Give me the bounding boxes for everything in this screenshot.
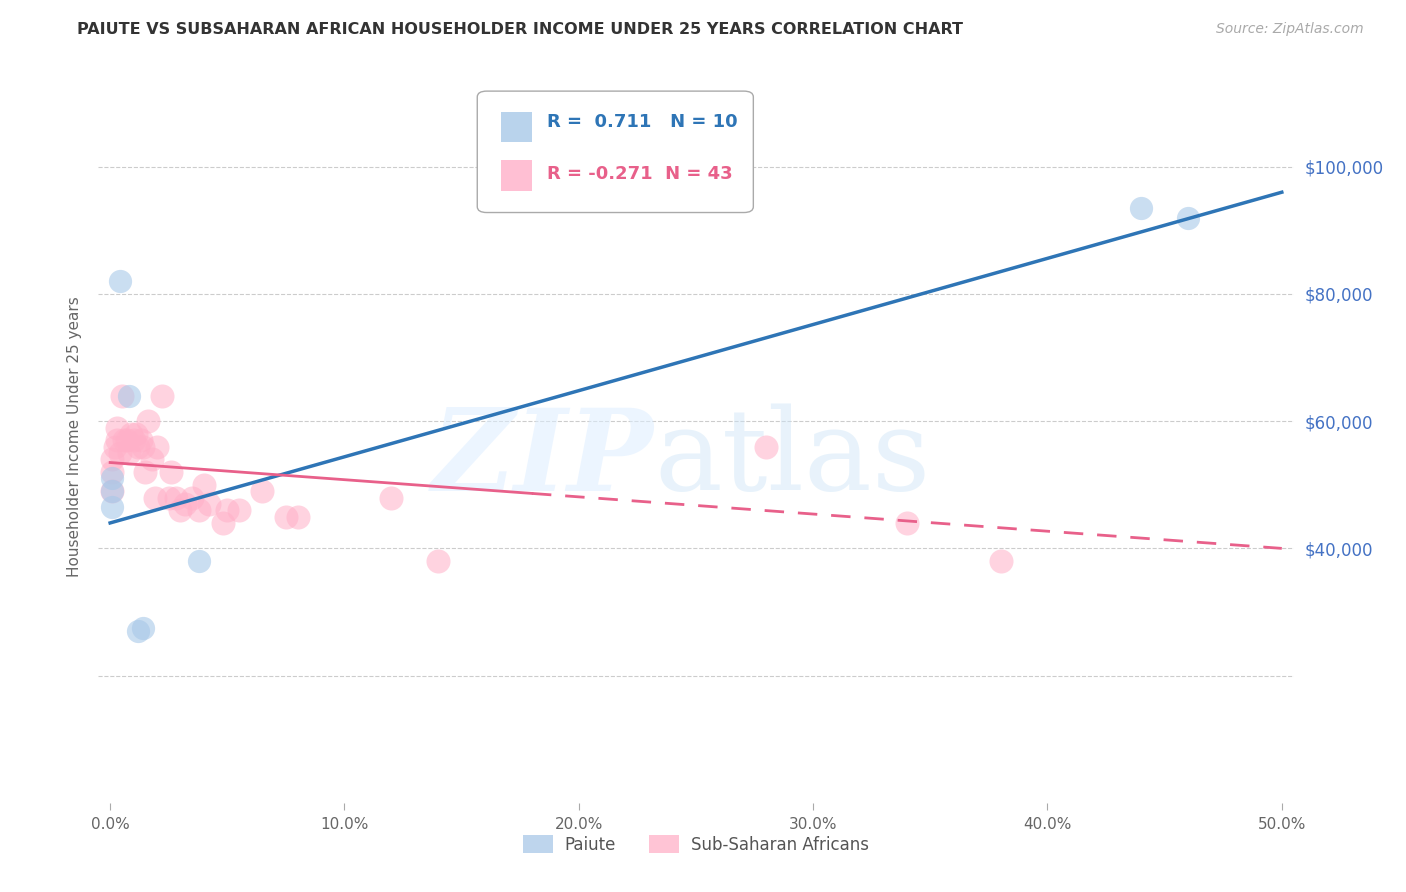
Point xyxy=(181,491,204,505)
Text: PAIUTE VS SUBSAHARAN AFRICAN HOUSEHOLDER INCOME UNDER 25 YEARS CORRELATION CHART: PAIUTE VS SUBSAHARAN AFRICAN HOUSEHOLDER… xyxy=(77,22,963,37)
Bar xyxy=(501,160,533,191)
Point xyxy=(755,440,778,454)
Point xyxy=(101,484,124,499)
Point xyxy=(132,621,155,635)
Point xyxy=(193,477,215,491)
Point xyxy=(1130,201,1153,215)
Point xyxy=(136,414,159,428)
Point xyxy=(101,471,124,485)
Point xyxy=(101,484,124,499)
FancyBboxPatch shape xyxy=(477,91,754,212)
Point xyxy=(118,389,141,403)
Point xyxy=(112,434,135,448)
Point xyxy=(990,554,1012,568)
Point xyxy=(127,624,149,638)
Point xyxy=(111,389,134,403)
Point xyxy=(141,452,163,467)
Point xyxy=(896,516,918,530)
Point xyxy=(146,440,169,454)
Point xyxy=(101,465,124,479)
Point xyxy=(197,497,219,511)
Point xyxy=(118,446,141,460)
Point xyxy=(380,491,402,505)
Point xyxy=(217,503,239,517)
Point xyxy=(129,434,152,448)
Point xyxy=(274,509,297,524)
Point xyxy=(188,554,211,568)
Text: Source: ZipAtlas.com: Source: ZipAtlas.com xyxy=(1216,22,1364,37)
Point xyxy=(174,497,197,511)
Bar xyxy=(501,112,533,143)
Point xyxy=(157,491,180,505)
Point xyxy=(105,420,128,434)
Point xyxy=(150,389,173,403)
Point xyxy=(101,500,124,514)
Point xyxy=(169,503,191,517)
Point xyxy=(211,516,233,530)
Point xyxy=(427,554,450,568)
Point xyxy=(122,434,145,448)
Point xyxy=(143,491,166,505)
Point xyxy=(101,452,124,467)
Point xyxy=(115,434,138,448)
Point xyxy=(104,440,127,454)
Point xyxy=(165,491,187,505)
Point xyxy=(108,274,131,288)
Point xyxy=(125,426,148,441)
Point xyxy=(134,465,156,479)
Point xyxy=(108,446,131,460)
Point xyxy=(287,509,309,524)
Point xyxy=(188,503,211,517)
Text: atlas: atlas xyxy=(654,404,931,515)
Point xyxy=(160,465,183,479)
Legend: Paiute, Sub-Saharan Africans: Paiute, Sub-Saharan Africans xyxy=(516,829,876,860)
Point xyxy=(105,434,128,448)
Point xyxy=(1177,211,1199,225)
Text: R =  0.711   N = 10: R = 0.711 N = 10 xyxy=(547,113,737,131)
Text: ZIP: ZIP xyxy=(432,403,654,515)
Y-axis label: Householder Income Under 25 years: Householder Income Under 25 years xyxy=(67,297,83,577)
Point xyxy=(252,484,274,499)
Point xyxy=(132,440,155,454)
Text: R = -0.271  N = 43: R = -0.271 N = 43 xyxy=(547,165,733,183)
Point xyxy=(228,503,250,517)
Point xyxy=(127,440,149,454)
Point xyxy=(120,426,142,441)
